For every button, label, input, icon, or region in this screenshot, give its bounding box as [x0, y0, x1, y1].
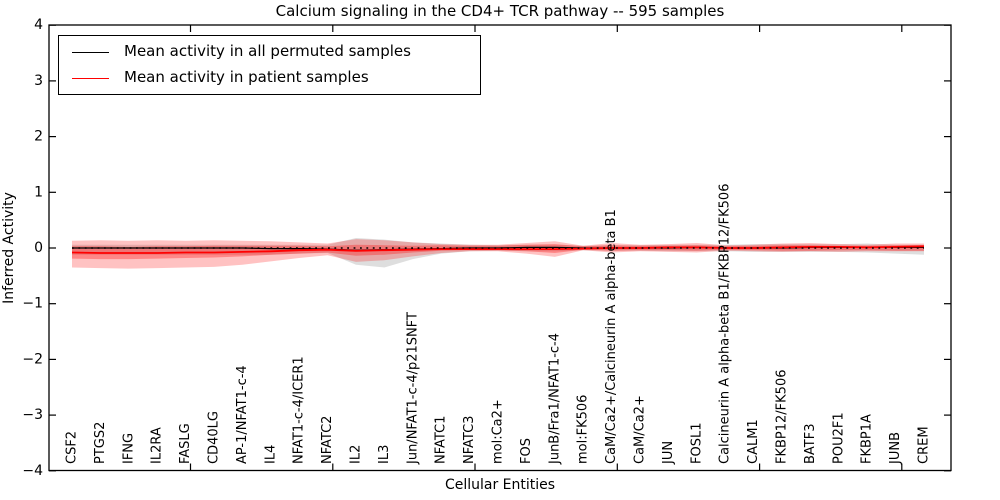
x-tick-label: IFNG	[121, 433, 136, 464]
x-tick-label: POU2F1	[831, 412, 846, 464]
x-tick-label: JUN	[661, 441, 676, 465]
chart-title: Calcium signaling in the CD4+ TCR pathwa…	[275, 2, 725, 20]
x-tick-label: CREM	[917, 426, 932, 464]
x-tick-label: JUNB	[888, 432, 903, 465]
y-tick-label: −4	[22, 463, 43, 479]
x-tick-label: NFATC1	[434, 416, 449, 464]
legend-entry-patient: Mean activity in patient samples	[72, 69, 480, 86]
x-tick-label: FOSL1	[689, 423, 704, 464]
x-tick-label: mol:FK506	[576, 395, 591, 464]
x-tick-label: NFATC2	[320, 416, 335, 464]
x-tick-label: CSF2	[65, 431, 80, 464]
x-tick-label: AP-1/NFAT1-c-4	[235, 365, 250, 464]
y-tick-label: −1	[22, 296, 43, 312]
x-tick-label: IL2	[349, 445, 364, 464]
x-tick-label: NFAT1-c-4/ICER1	[292, 356, 307, 464]
x-axis-title: Cellular Entities	[444, 477, 556, 493]
y-tick-label: 2	[34, 129, 43, 145]
y-tick-label: 0	[34, 240, 43, 256]
x-tick-label: Jun/NFAT1-c-4/p21SNFT	[405, 312, 420, 465]
x-tick-label: FASLG	[178, 423, 193, 464]
x-tick-label: NFATC3	[462, 416, 477, 464]
legend-label-patient: Mean activity in patient samples	[124, 68, 369, 87]
y-tick-label: 4	[34, 17, 43, 33]
legend-entry-permuted: Mean activity in all permuted samples	[72, 43, 480, 60]
y-tick-label: 1	[34, 184, 43, 200]
legend: Mean activity in all permuted samples Me…	[58, 35, 481, 95]
x-tick-label: CaM/Ca2+/Calcineurin A alpha-beta B1	[604, 209, 619, 464]
x-tick-label: JunB/Fra1/NFAT1-c-4	[547, 333, 562, 465]
x-tick-label: BATF3	[803, 424, 818, 465]
x-tick-label: PTGS2	[93, 422, 108, 464]
x-tick-label: FOS	[519, 438, 534, 464]
x-tick-label: CaM/Ca2+	[633, 395, 648, 464]
x-tick-label: CD40LG	[207, 411, 222, 464]
y-tick-label: 3	[34, 73, 43, 89]
x-tick-label: FKBP1A	[860, 414, 875, 464]
band-patient-outer	[72, 239, 924, 269]
y-tick-label: −3	[22, 407, 43, 423]
legend-label-permuted: Mean activity in all permuted samples	[124, 42, 411, 61]
band-permuted-range	[72, 238, 924, 268]
series-line-patient	[71, 245, 925, 254]
x-tick-label: IL3	[377, 445, 392, 464]
plot-frame	[48, 24, 952, 472]
y-axis-title: Inferred Activity	[1, 192, 17, 304]
x-tick-label: Calcineurin A alpha-beta B1/FKBP12/FK506	[718, 184, 733, 464]
x-tick-label: FKBP12/FK506	[775, 370, 790, 465]
x-tick-label: CALM1	[746, 419, 761, 464]
y-tick-label: −2	[22, 351, 43, 367]
x-tick-label: IL2RA	[150, 427, 165, 464]
x-tick-label: IL4	[263, 445, 278, 464]
patient-line-sample-icon	[72, 77, 109, 79]
x-tick-label: mol:Ca2+	[491, 399, 506, 464]
permuted-line-sample-icon	[72, 51, 109, 53]
